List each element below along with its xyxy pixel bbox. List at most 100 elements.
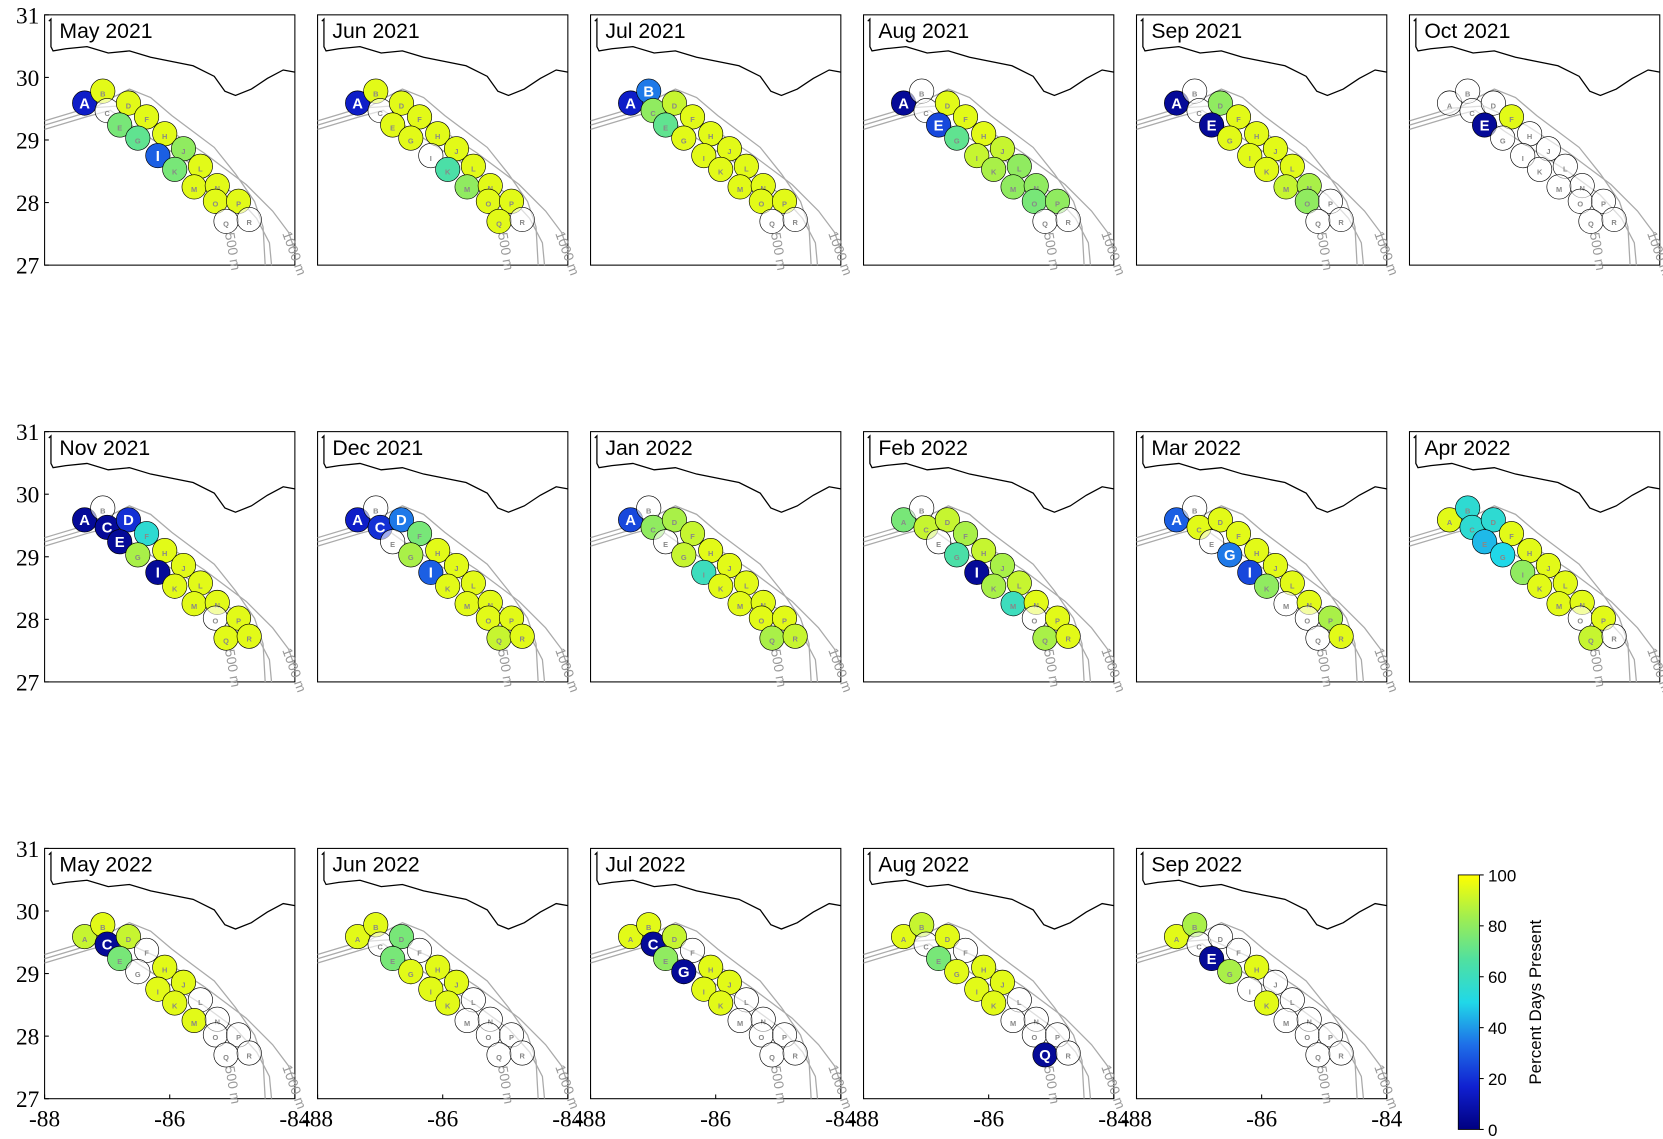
site-marker — [953, 521, 979, 547]
site-label: D — [945, 518, 951, 527]
site-label: M — [191, 602, 197, 611]
site-label: G — [1227, 136, 1233, 145]
site-label: I — [1522, 154, 1524, 163]
site-label: F — [417, 949, 422, 958]
site-label: E — [1207, 118, 1217, 134]
site-label: B — [1192, 89, 1198, 98]
isobath-label: 500 m — [222, 648, 243, 688]
site-label: H — [1527, 132, 1532, 141]
y-tick-label: 31 — [16, 3, 39, 29]
site-label: J — [727, 981, 731, 990]
site-label: O — [1577, 200, 1583, 209]
site-label: C — [102, 937, 113, 953]
site-label: F — [1236, 115, 1241, 124]
site-marker — [1217, 542, 1243, 568]
y-tick-label: 28 — [16, 608, 39, 634]
site-marker — [1328, 623, 1354, 649]
site-label: O — [758, 200, 764, 209]
site-marker — [653, 946, 679, 972]
site-label: D — [1491, 518, 1497, 527]
site-marker — [398, 542, 424, 568]
site-label: D — [1491, 101, 1497, 110]
site-marker — [926, 946, 952, 972]
site-marker — [236, 623, 262, 649]
site-label: A — [355, 935, 361, 944]
site-label: M — [464, 185, 470, 194]
site-label: E — [663, 123, 668, 132]
site-label: H — [1254, 549, 1259, 558]
site-label: A — [898, 96, 909, 112]
site-label: E — [1207, 952, 1217, 968]
site-label: C — [1196, 942, 1202, 951]
site-label: J — [1546, 564, 1550, 573]
y-tick-label: 27 — [16, 670, 39, 696]
x-tick-label: -88 — [302, 1106, 333, 1132]
site-label: B — [373, 923, 379, 932]
site-label: L — [1290, 998, 1295, 1007]
site-label: M — [1010, 602, 1016, 611]
site-marker — [134, 521, 160, 547]
site-marker — [1527, 573, 1553, 599]
site-label: M — [737, 1019, 743, 1028]
colorbar-tick-label: 20 — [1488, 1070, 1507, 1089]
site-marker — [891, 90, 917, 116]
site-label: F — [690, 532, 695, 541]
site-label: G — [681, 553, 687, 562]
site-label: J — [727, 147, 731, 156]
empty-site — [953, 937, 979, 963]
site-label: O — [213, 200, 219, 209]
site-label: F — [963, 115, 968, 124]
site-marker — [944, 542, 970, 568]
site-label: G — [408, 136, 414, 145]
site-marker — [981, 990, 1007, 1016]
site-marker — [418, 559, 444, 585]
site-label: E — [1480, 118, 1490, 134]
site-label: M — [191, 1019, 197, 1028]
empty-site — [1527, 156, 1553, 182]
empty-site — [1225, 937, 1252, 963]
site-marker — [1498, 521, 1524, 547]
site-label: C — [1469, 526, 1475, 535]
site-label: B — [646, 923, 652, 932]
site-label: Q — [1588, 220, 1594, 229]
empty-site — [1601, 623, 1627, 649]
site-label: C — [104, 109, 110, 118]
site-label: B — [100, 506, 106, 515]
empty-site — [680, 937, 706, 963]
y-tick-label: 31 — [16, 837, 39, 863]
site-marker — [145, 976, 171, 1002]
empty-site — [380, 529, 406, 555]
site-label: L — [1290, 165, 1295, 174]
panel-title: Nov 2021 — [59, 437, 150, 460]
site-label: A — [625, 96, 636, 112]
site-label: I — [1522, 571, 1524, 580]
site-label: I — [430, 154, 432, 163]
site-label: N — [761, 1018, 766, 1027]
site-label: F — [144, 115, 149, 124]
site-marker — [107, 112, 133, 138]
site-label: R — [1338, 1051, 1344, 1060]
panel-title: Mar 2022 — [1151, 437, 1241, 460]
site-label: K — [991, 168, 997, 177]
empty-site — [236, 1040, 262, 1066]
isobath-label: 500 m — [1587, 648, 1608, 688]
site-label: Q — [1042, 220, 1048, 229]
site-label: N — [1034, 601, 1039, 610]
site-label: L — [471, 165, 476, 174]
site-label: Q — [223, 1053, 229, 1062]
site-marker — [398, 125, 424, 151]
site-label: G — [954, 553, 960, 562]
site-label: O — [1031, 616, 1037, 625]
site-label: N — [488, 601, 493, 610]
site-label: B — [100, 89, 106, 98]
site-label: D — [1218, 518, 1224, 527]
site-label: H — [708, 966, 713, 975]
site-label: G — [135, 553, 141, 562]
site-label: H — [1254, 132, 1259, 141]
site-label: P — [236, 616, 241, 625]
site-label: D — [672, 935, 678, 944]
site-label: H — [981, 966, 986, 975]
site-label: H — [708, 549, 713, 558]
site-label: E — [390, 123, 395, 132]
